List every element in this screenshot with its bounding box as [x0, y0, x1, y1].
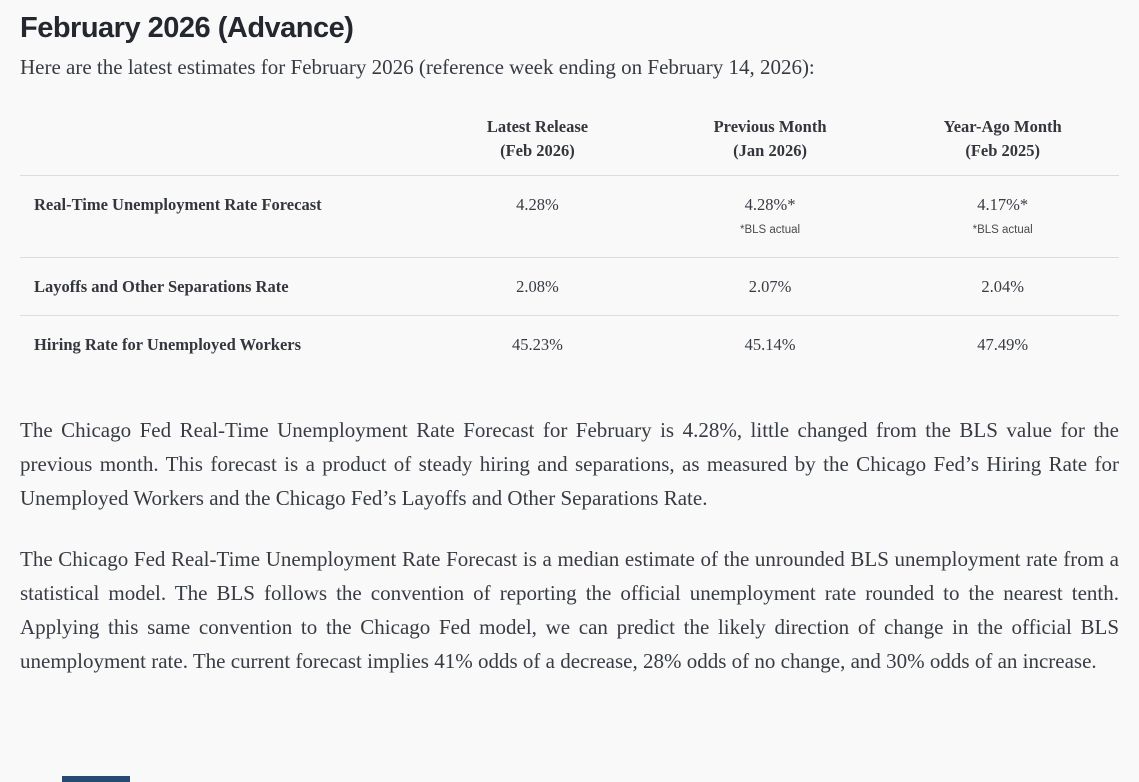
table-cell: 4.28%* *BLS actual: [654, 176, 887, 258]
column-header-line: Latest Release: [486, 116, 589, 136]
table-cell: 2.08%: [516, 277, 559, 297]
estimates-table: Latest Release (Feb 2026) Previous Month…: [20, 115, 1119, 374]
table-row-unemployment-forecast: Real-Time Unemployment Rate Forecast 4.2…: [20, 175, 1119, 258]
page-title: February 2026 (Advance): [20, 12, 354, 44]
column-header-line: Previous Month: [713, 116, 827, 136]
table-cell: 4.28%: [421, 176, 654, 258]
intro-text: Here are the latest estimates for Februa…: [20, 55, 815, 80]
column-header-line: (Jan 2026): [733, 140, 807, 160]
column-header-line: Year-Ago Month: [943, 116, 1062, 136]
row-label: Hiring Rate for Unemployed Workers: [34, 335, 302, 355]
paragraph-forecast-summary: The Chicago Fed Real-Time Unemployment R…: [20, 418, 1119, 511]
cell-value: 4.28%: [516, 195, 559, 215]
column-header-latest-release: Latest Release (Feb 2026): [421, 115, 654, 176]
column-header-previous-month: Previous Month (Jan 2026): [654, 115, 887, 176]
table-cell: 45.14%: [744, 335, 796, 355]
table-cell: 2.04%: [981, 277, 1024, 297]
table-cell: 2.07%: [748, 277, 792, 297]
cell-value: 4.17%*: [977, 195, 1029, 215]
partially-visible-link[interactable]: [62, 776, 130, 782]
table-header-row: Latest Release (Feb 2026) Previous Month…: [20, 115, 1119, 176]
row-label: Layoffs and Other Separations Rate: [34, 277, 289, 297]
body-text: The Chicago Fed Real-Time Unemployment R…: [20, 413, 1119, 678]
table-row-hiring-rate: Hiring Rate for Unemployed Workers 45.23…: [20, 315, 1119, 374]
paragraph-methodology: The Chicago Fed Real-Time Unemployment R…: [20, 547, 1119, 674]
table-cell: 47.49%: [977, 335, 1029, 355]
table-cell: 4.17%* *BLS actual: [886, 176, 1119, 258]
cell-note: *BLS actual: [740, 224, 801, 237]
column-header-blank: [20, 115, 421, 176]
row-label: Real-Time Unemployment Rate Forecast: [34, 195, 322, 215]
table-cell: 45.23%: [512, 335, 563, 355]
column-header-line: (Feb 2026): [500, 140, 575, 160]
table-row-layoffs-separations: Layoffs and Other Separations Rate 2.08%…: [20, 257, 1119, 316]
cell-value: 4.28%*: [744, 195, 796, 215]
column-header-line: (Feb 2025): [965, 140, 1041, 160]
cell-note: *BLS actual: [972, 224, 1033, 237]
column-header-year-ago-month: Year-Ago Month (Feb 2025): [886, 115, 1119, 176]
article-section: February 2026 (Advance) Here are the lat…: [20, 12, 1119, 678]
